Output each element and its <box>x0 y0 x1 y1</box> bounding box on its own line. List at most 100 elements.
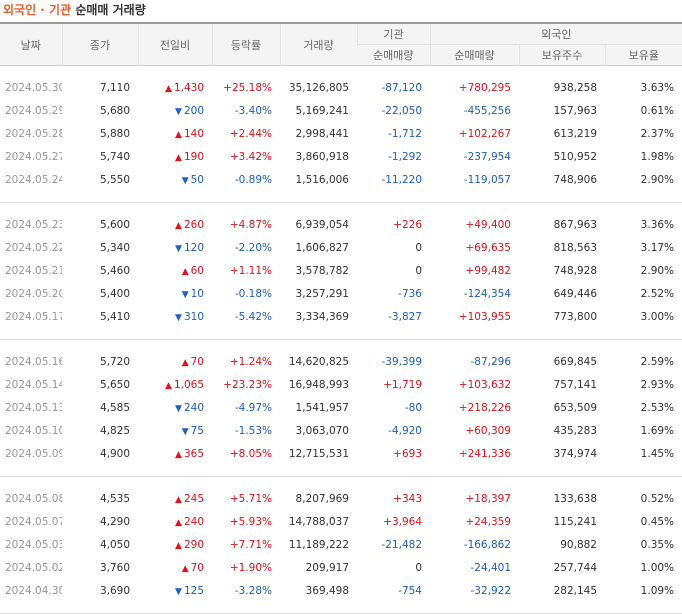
group-divider <box>0 328 682 340</box>
up-triangle-icon: ▲ <box>175 220 182 231</box>
cell-foreign-holdings: 748,928 <box>553 264 597 277</box>
cell-volume: 3,257,291 <box>295 287 349 300</box>
cell-change-value: 70 <box>190 355 204 368</box>
cell-institution-net: -1,712 <box>388 127 422 140</box>
cell-date: 2024.05.14 <box>5 378 62 391</box>
cell-foreign-holdings: 818,563 <box>553 241 597 254</box>
cell-volume: 3,334,369 <box>295 310 349 323</box>
cell-volume: 3,063,070 <box>295 424 349 437</box>
down-triangle-icon: ▼ <box>181 426 189 437</box>
cell-institution-net: -22,050 <box>381 104 422 117</box>
cell-foreign-net: -166,862 <box>463 538 511 551</box>
cell-foreign-holdings: 669,845 <box>553 355 597 368</box>
cell-date: 2024.05.09 <box>5 447 62 460</box>
cell-foreign-net: -32,922 <box>470 584 511 597</box>
cell-foreign-holdings: 748,906 <box>553 173 597 186</box>
cell-change-value: 200 <box>183 104 204 117</box>
cell-rate: -4.97% <box>234 401 272 414</box>
up-triangle-icon: ▲ <box>165 83 172 94</box>
cell-foreign-holdings: 938,258 <box>553 81 597 94</box>
cell-foreign-ratio: 0.45% <box>640 515 675 528</box>
cell-foreign-net: -119,057 <box>463 173 511 186</box>
cell-foreign-holdings: 282,145 <box>553 584 597 597</box>
cell-foreign-ratio: 3.17% <box>640 241 675 254</box>
cell-foreign-net: +780,295 <box>458 81 511 94</box>
cell-volume: 1,516,006 <box>295 173 349 186</box>
cell-foreign-holdings: 374,974 <box>553 447 597 460</box>
cell-close: 4,585 <box>99 401 130 414</box>
cell-date: 2024.05.28 <box>5 127 62 140</box>
cell-change-value: 240 <box>183 515 204 528</box>
cell-foreign-ratio: 1.00% <box>640 561 675 574</box>
cell-change: ▲ 190 <box>138 145 212 168</box>
header-foreign-ratio: 보유율 <box>604 44 682 66</box>
cell-volume: 35,126,805 <box>288 81 349 94</box>
cell-date: 2024.05.30 <box>5 81 62 94</box>
cell-foreign-ratio: 1.09% <box>640 584 675 597</box>
cell-rate: +1.11% <box>229 264 272 277</box>
table-row: 2024.05.07 4,290 ▲ 240 +5.93% 14,788,037 +3,96… <box>0 510 682 533</box>
cell-foreign-net: +102,267 <box>458 127 511 140</box>
table-row: 2024.05.16 5,720 ▲ 70 +1.24% 14,620,825 -39,39… <box>0 350 682 373</box>
cell-close: 5,740 <box>99 150 130 163</box>
cell-change: ▼ 120 <box>138 236 212 259</box>
cell-change-value: 140 <box>183 127 204 140</box>
cell-close: 5,550 <box>99 173 130 186</box>
cell-foreign-ratio: 2.90% <box>640 173 675 186</box>
header-date: 날짜 <box>0 22 62 66</box>
cell-date: 2024.05.29 <box>5 104 62 117</box>
down-triangle-icon: ▼ <box>181 175 189 186</box>
cell-change: ▼ 75 <box>138 419 212 442</box>
cell-change: ▲ 1,430 <box>138 76 212 99</box>
cell-foreign-ratio: 0.52% <box>640 492 675 505</box>
header-rate: 등락률 <box>211 22 280 66</box>
up-triangle-icon: ▲ <box>181 357 189 368</box>
table-row: 2024.05.28 5,880 ▲ 140 +2.44% 2,998,441 -1,712… <box>0 122 682 145</box>
section-title: 외국인 · 기관 순매매 거래량 <box>0 0 682 22</box>
header-institution-net: 순매매량 <box>357 44 430 66</box>
table-row: 2024.05.09 4,900 ▲ 365 +8.05% 12,715,531 +693 +… <box>0 442 682 465</box>
cell-change-value: 1,430 <box>173 81 204 94</box>
section-title-highlight: 외국인 · 기관 <box>3 3 72 17</box>
header-volume: 거래량 <box>279 22 357 66</box>
cell-rate: -1.53% <box>234 424 272 437</box>
group-spacer <box>0 203 682 214</box>
cell-change-value: 310 <box>183 310 204 323</box>
cell-foreign-holdings: 157,963 <box>553 104 597 117</box>
cell-volume: 5,169,241 <box>295 104 349 117</box>
cell-rate: +1.24% <box>229 355 272 368</box>
cell-rate: +1.90% <box>229 561 272 574</box>
table-row: 2024.05.23 5,600 ▲ 260 +4.87% 6,939,054 +226 +4… <box>0 213 682 236</box>
cell-foreign-ratio: 0.61% <box>640 104 675 117</box>
cell-foreign-net: +60,309 <box>465 424 511 437</box>
cell-change-value: 190 <box>183 150 204 163</box>
cell-change: ▼ 310 <box>138 305 212 328</box>
cell-change-value: 75 <box>190 424 204 437</box>
cell-rate: +4.87% <box>229 218 272 231</box>
cell-institution-net: -11,220 <box>381 173 422 186</box>
table-row: 2024.05.08 4,535 ▲ 245 +5.71% 8,207,969 +343 +1… <box>0 487 682 510</box>
up-triangle-icon: ▲ <box>175 152 182 163</box>
cell-date: 2024.05.23 <box>5 218 62 231</box>
cell-change: ▲ 240 <box>138 510 212 533</box>
group-spacer <box>0 66 682 77</box>
cell-institution-net: -1,292 <box>388 150 422 163</box>
cell-foreign-net: -455,256 <box>463 104 511 117</box>
cell-foreign-ratio: 0.35% <box>640 538 675 551</box>
table-row: 2024.05.20 5,400 ▼ 10 -0.18% 3,257,291 -736 -12… <box>0 282 682 305</box>
up-triangle-icon: ▲ <box>175 449 182 460</box>
cell-volume: 3,578,782 <box>295 264 349 277</box>
down-triangle-icon: ▼ <box>175 106 182 117</box>
header-foreign-net: 순매매량 <box>429 44 519 66</box>
cell-rate: -2.20% <box>234 241 272 254</box>
cell-foreign-ratio: 1.45% <box>640 447 675 460</box>
cell-change-value: 10 <box>190 287 204 300</box>
cell-change: ▲ 70 <box>138 350 212 373</box>
cell-date: 2024.05.07 <box>5 515 62 528</box>
cell-volume: 11,189,222 <box>288 538 349 551</box>
cell-close: 5,410 <box>99 310 130 323</box>
cell-foreign-ratio: 3.63% <box>640 81 675 94</box>
group-divider <box>0 465 682 477</box>
cell-close: 4,825 <box>99 424 130 437</box>
cell-change-value: 1,065 <box>173 378 204 391</box>
